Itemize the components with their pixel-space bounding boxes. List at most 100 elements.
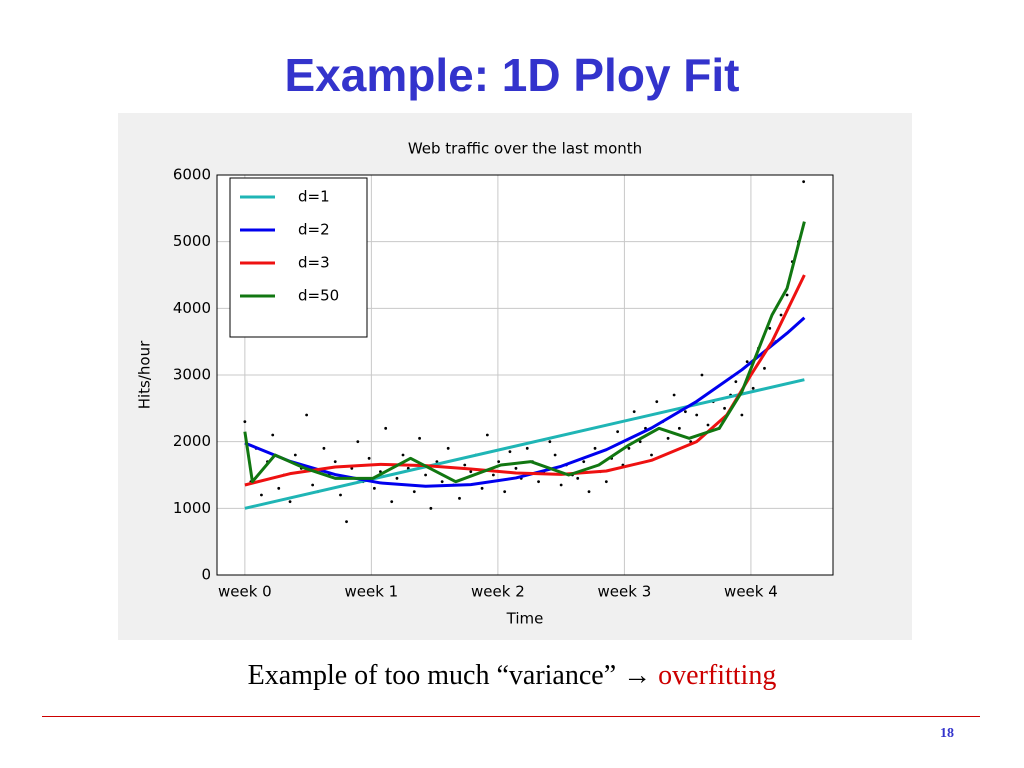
data-point [463,463,467,467]
fit-line [243,221,806,484]
data-point [356,440,360,444]
data-point [390,500,394,504]
legend-label: d=2 [298,221,330,239]
data-point [672,393,676,397]
data-point [412,490,416,494]
data-point [802,180,806,184]
data-point [684,410,687,414]
chart-title: Web traffic over the last month [408,140,642,158]
data-point [372,486,376,490]
data-point [525,446,529,450]
data-point [650,453,653,457]
x-tick-label: week 2 [471,583,525,601]
data-point [638,440,642,444]
data-point [627,446,631,450]
plot-border [216,174,834,576]
data-point [700,373,704,377]
data-point [485,433,489,437]
caption-highlight: overfitting [658,660,777,691]
data-point [243,420,247,424]
y-tick-label: 3000 [173,366,211,384]
legend-label: d=3 [298,254,330,272]
data-point [548,440,552,444]
caption-arrow: → [623,660,652,691]
data-point [435,460,439,464]
data-point [293,453,297,457]
data-point [424,473,427,477]
legend-box [229,177,368,338]
data-point [322,446,326,450]
slide-title: Example: 1D Ploy Fit [284,49,740,101]
data-point [508,450,512,454]
data-point [593,446,597,450]
caption-text: Example of too much “variance” [247,660,617,691]
legend-label: d=1 [298,188,330,206]
data-point [559,483,563,487]
data-point [469,470,473,474]
caption: Example of too much “variance” → overfit… [0,660,1024,692]
data-point [311,483,315,487]
page-number: 18 [940,726,954,741]
data-point [350,466,354,470]
data-point [779,313,783,317]
data-point [288,500,292,504]
y-tick-label: 2000 [173,432,211,450]
y-tick-label: 1000 [173,499,211,517]
data-point [446,446,450,450]
x-tick-label: week 3 [598,583,652,601]
data-point [503,490,507,494]
data-point [384,426,388,430]
data-point [514,466,518,470]
data-point [740,413,744,417]
legend-label: d=50 [298,287,339,305]
data-point [345,520,348,524]
data-point [271,433,275,437]
data-point [616,430,620,434]
x-tick-label: week 1 [345,583,399,601]
x-axis-label: Time [506,610,544,628]
data-point [677,426,681,430]
data-point [305,413,309,417]
data-point [401,453,405,457]
footer-rule [42,716,980,717]
data-point [440,480,444,484]
data-point [429,506,433,510]
data-point [734,380,738,384]
y-axis-label: Hits/hour [136,340,154,409]
x-tick-label: week 4 [724,583,778,601]
data-point [537,480,540,484]
data-point [768,326,772,330]
data-point [418,436,421,440]
data-point [745,360,749,364]
data-point [367,456,371,460]
data-point [260,493,263,497]
data-point [333,460,337,464]
data-point [655,400,659,404]
data-point [632,410,636,414]
data-point [587,490,591,494]
y-tick-label: 0 [201,566,211,584]
data-point [553,453,557,457]
data-point [339,493,342,497]
fit-line [244,316,806,488]
data-point [785,293,789,297]
data-point [458,496,461,500]
data-point [576,476,580,480]
y-tick-label: 6000 [173,166,211,184]
data-point [706,423,710,427]
x-tick-label: week 0 [218,583,272,601]
data-point [491,473,495,477]
data-point [480,486,484,490]
data-point [751,386,755,390]
fit-line [244,378,805,510]
y-tick-label: 4000 [173,299,211,317]
data-point [695,413,699,417]
data-point [604,480,608,484]
data-point [666,436,670,440]
data-point [582,460,586,464]
y-tick-label: 5000 [173,232,211,250]
data-point [763,366,766,370]
data-point [406,466,410,470]
